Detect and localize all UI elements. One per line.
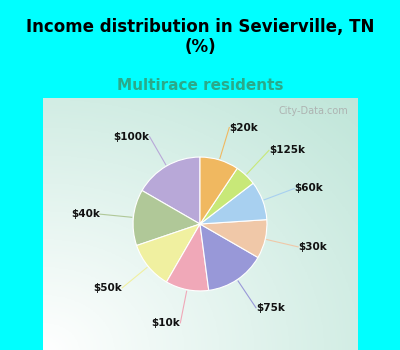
Wedge shape <box>200 168 253 224</box>
Wedge shape <box>166 224 209 291</box>
Wedge shape <box>133 190 200 245</box>
Text: $125k: $125k <box>269 146 305 155</box>
Text: $10k: $10k <box>152 318 180 328</box>
Text: $75k: $75k <box>256 303 285 313</box>
Wedge shape <box>200 219 267 258</box>
Text: $50k: $50k <box>93 283 122 293</box>
Text: $30k: $30k <box>298 242 327 252</box>
Wedge shape <box>137 224 200 282</box>
Text: $40k: $40k <box>71 209 100 219</box>
Text: City-Data.com: City-Data.com <box>278 106 348 116</box>
Text: $100k: $100k <box>114 132 150 142</box>
Text: $20k: $20k <box>229 122 258 133</box>
Wedge shape <box>200 224 258 290</box>
Text: $60k: $60k <box>294 183 323 194</box>
Wedge shape <box>142 157 200 224</box>
Text: Income distribution in Sevierville, TN
(%): Income distribution in Sevierville, TN (… <box>26 18 374 56</box>
Wedge shape <box>200 157 237 224</box>
Text: Multirace residents: Multirace residents <box>117 78 283 93</box>
Wedge shape <box>200 183 267 224</box>
